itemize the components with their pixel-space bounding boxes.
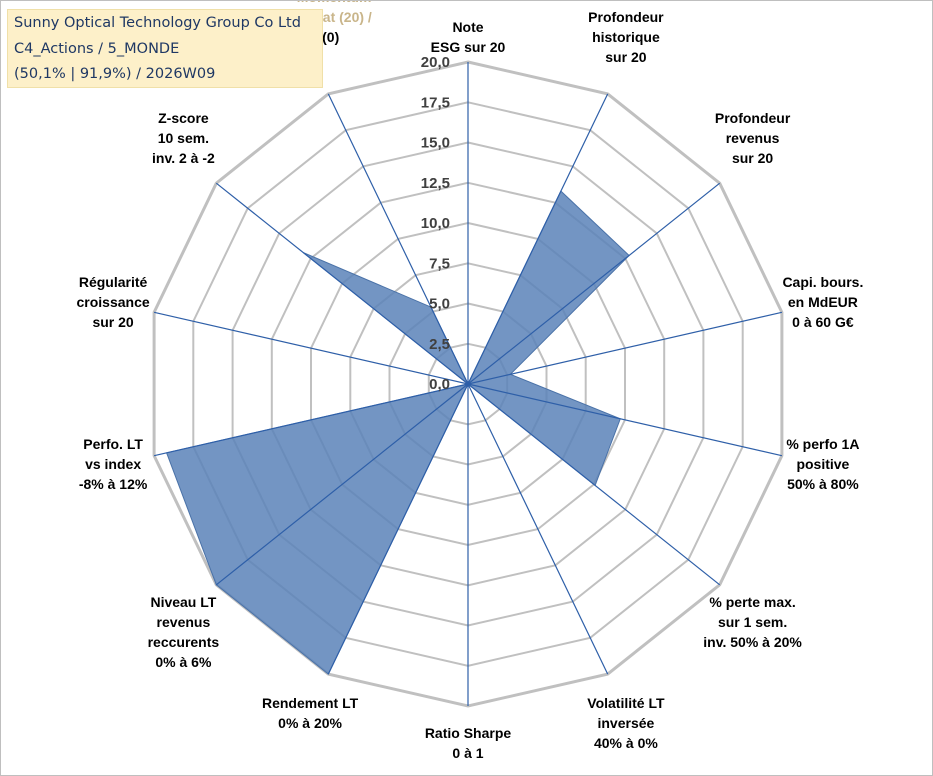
company-name: Sunny Optical Technology Group Co Ltd bbox=[14, 15, 301, 31]
axis-label: ESG sur 20 bbox=[431, 39, 506, 55]
axis-label: -8% à 12% bbox=[79, 476, 148, 492]
tick-label: 15,0 bbox=[421, 135, 450, 152]
tick-label: 0,0 bbox=[429, 376, 450, 393]
axis-label: historique bbox=[592, 29, 660, 45]
axis-label: revenus bbox=[157, 614, 211, 630]
axis-label: Niveau LT bbox=[150, 594, 216, 610]
axis-label: croissance bbox=[77, 294, 150, 310]
axis-spoke bbox=[467, 182, 721, 385]
axis-label: Perfo. LT bbox=[83, 436, 143, 452]
axis-spoke bbox=[215, 182, 469, 385]
axis-spoke bbox=[327, 383, 469, 675]
axis-label: sur 20 bbox=[605, 49, 646, 65]
axis-label: % perfo 1A bbox=[786, 436, 859, 452]
tick-label: 2,5 bbox=[429, 336, 450, 353]
tick-label: 20,0 bbox=[421, 54, 450, 71]
axis-label: Note bbox=[452, 19, 483, 35]
axis-label: revenus bbox=[726, 130, 780, 146]
axis-label: sur 1 sem. bbox=[718, 614, 787, 630]
axis-label: 0% à 6% bbox=[155, 654, 212, 670]
axis-label: 10 sem. bbox=[158, 130, 209, 146]
axis-label: Ratio Sharpe bbox=[425, 725, 512, 741]
axis-label: 0 à 1 bbox=[452, 745, 483, 761]
portfolio-name: C4_Actions / 5_MONDE bbox=[14, 41, 180, 57]
axis-spoke bbox=[327, 93, 469, 385]
axis-label: Volatilité LT bbox=[587, 695, 665, 711]
axis-label: Capi. bours. bbox=[782, 274, 863, 290]
spoke-layer bbox=[153, 62, 783, 706]
tick-label: 7,5 bbox=[429, 255, 450, 272]
axis-label: inversée bbox=[597, 715, 654, 731]
axis-label: inv. 50% à 20% bbox=[703, 634, 802, 650]
axis-label-muted: Momentum bbox=[297, 1, 372, 5]
axis-spoke bbox=[153, 311, 469, 385]
info-box: Sunny Optical Technology Group Co Ltd C4… bbox=[7, 9, 323, 88]
axis-label: sur 20 bbox=[732, 150, 773, 166]
axis-label: inv. 2 à -2 bbox=[152, 150, 215, 166]
axis-label: 40% à 0% bbox=[594, 735, 658, 751]
axis-label: Profondeur bbox=[588, 9, 664, 25]
axis-label: reccurents bbox=[148, 634, 220, 650]
axis-label: 0 à 60 G€ bbox=[792, 314, 854, 330]
axis-spoke bbox=[467, 383, 721, 586]
axis-label: Régularité bbox=[79, 274, 148, 290]
axis-label: Z-score bbox=[158, 110, 209, 126]
axis-spoke bbox=[215, 383, 469, 586]
axis-label: 50% à 80% bbox=[787, 476, 859, 492]
axis-label: vs index bbox=[85, 456, 141, 472]
tick-layer: 0,0 2,5 5,0 7,5 10,0 12,5 15,0 17,5 20,0 bbox=[421, 54, 450, 393]
axis-spoke bbox=[153, 383, 469, 457]
tick-label: 5,0 bbox=[429, 296, 450, 313]
axis-label: % perte max. bbox=[709, 594, 795, 610]
axis-label: 0% à 20% bbox=[278, 715, 342, 731]
axis-label: en MdEUR bbox=[788, 294, 858, 310]
tick-label: 10,0 bbox=[421, 215, 450, 232]
tick-label: 17,5 bbox=[421, 94, 450, 111]
axis-label: positive bbox=[796, 456, 849, 472]
axis-label: sur 20 bbox=[92, 314, 133, 330]
axis-spoke bbox=[467, 93, 609, 385]
axis-spoke bbox=[467, 311, 783, 385]
axis-label: Rendement LT bbox=[262, 695, 359, 711]
axis-label: Profondeur bbox=[715, 110, 791, 126]
score-stats: (50,1% | 91,9%) / 2026W09 bbox=[14, 66, 216, 82]
axis-spoke bbox=[467, 383, 783, 457]
tick-label: 12,5 bbox=[421, 175, 450, 192]
axis-spoke bbox=[467, 383, 609, 675]
